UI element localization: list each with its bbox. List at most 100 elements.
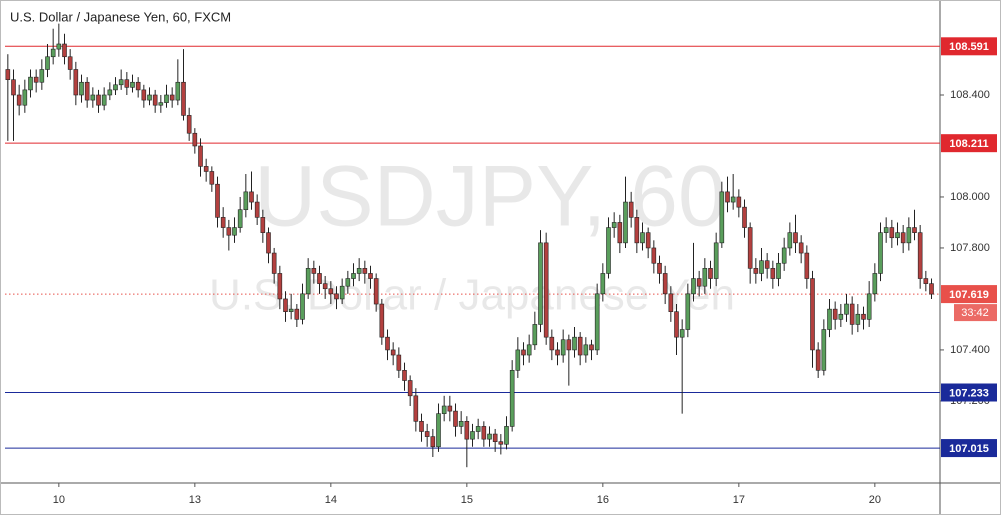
candle-body <box>798 242 804 254</box>
countdown-label: 33:42 <box>961 307 989 319</box>
candle-body <box>101 94 107 106</box>
level-price-box <box>941 134 997 153</box>
candle-body <box>583 344 589 356</box>
candle-body <box>107 89 113 96</box>
candle-body <box>300 293 305 320</box>
candle-body <box>226 227 232 236</box>
candle-body <box>481 426 487 440</box>
candle-body <box>923 278 929 284</box>
candle-body <box>260 217 266 233</box>
candle-body <box>50 48 56 58</box>
candle-body <box>79 81 84 96</box>
y-tick-label: 107.800 <box>950 242 990 254</box>
candle-body <box>623 201 628 244</box>
candle-body <box>736 196 742 208</box>
candle-body <box>906 227 912 244</box>
candle-body <box>351 273 356 279</box>
candle-body <box>96 94 101 106</box>
candle-body <box>549 336 555 351</box>
candle-body <box>266 232 271 254</box>
candle-body <box>147 94 152 101</box>
candle-body <box>73 69 79 96</box>
candle-body <box>84 81 90 101</box>
candle-body <box>368 273 373 279</box>
x-tick-label: 14 <box>325 494 337 506</box>
candle-body <box>436 413 441 448</box>
candle-body <box>861 313 866 320</box>
candle-body <box>181 81 186 116</box>
candle-body <box>16 94 22 106</box>
candle-body <box>470 431 475 440</box>
candle-body <box>487 433 492 440</box>
candle-body <box>453 410 458 427</box>
candle-body <box>203 166 209 172</box>
candle-body <box>708 268 713 279</box>
candle-body <box>804 252 810 279</box>
level-price-box <box>941 383 997 402</box>
candle-body <box>164 94 169 103</box>
candle-body <box>396 354 402 371</box>
level-price-label: 108.591 <box>949 41 989 53</box>
candle-body <box>305 268 311 295</box>
candle-body <box>770 268 776 279</box>
candle-body <box>917 232 923 279</box>
candle-body <box>402 370 407 381</box>
candle-body <box>317 273 322 284</box>
candle-body <box>532 324 538 346</box>
candle-body <box>855 313 861 325</box>
candle-body <box>566 339 572 351</box>
candle-body <box>781 247 787 264</box>
candle-body <box>419 421 424 432</box>
candle-body <box>62 43 67 58</box>
candle-body <box>832 308 838 320</box>
candle-body <box>589 344 594 351</box>
watermark: USDJPY, 60 <box>254 149 726 245</box>
x-tick-label: 13 <box>189 494 201 506</box>
candle-body <box>441 405 447 414</box>
candle-body <box>526 344 532 356</box>
candle-body <box>277 273 283 300</box>
candle-body <box>793 232 798 244</box>
candle-body <box>492 433 498 443</box>
candle-body <box>668 293 674 312</box>
candle-body <box>339 285 345 300</box>
candle-body <box>866 293 872 320</box>
level-price-label: 107.015 <box>949 443 989 455</box>
candle-body <box>606 227 611 274</box>
candle-body <box>322 283 328 290</box>
candle-body <box>883 227 889 233</box>
candle-body <box>362 268 368 274</box>
candle-body <box>33 76 39 83</box>
candle-body <box>747 227 753 269</box>
candle-body <box>555 349 560 356</box>
candle-body <box>776 262 781 279</box>
candle-body <box>640 232 645 244</box>
candle-body <box>611 222 617 228</box>
candle-body <box>504 426 509 445</box>
y-tick-label: 107.400 <box>950 344 990 356</box>
candle-body <box>685 293 691 330</box>
candle-body <box>209 171 215 185</box>
candle-body <box>787 232 793 249</box>
candle-body <box>141 89 147 101</box>
x-tick-label: 16 <box>597 494 609 506</box>
candle-body <box>169 94 175 101</box>
candle-body <box>271 252 277 274</box>
candle-body <box>413 395 419 422</box>
candle-body <box>713 242 719 279</box>
candle-body <box>39 69 45 83</box>
candle-body <box>889 227 895 239</box>
chart-title: U.S. Dollar / Japanese Yen, 60, FXCM <box>10 9 231 24</box>
candle-body <box>135 81 141 91</box>
candle-body <box>192 132 198 147</box>
candle-body <box>543 242 549 338</box>
candle-body <box>356 268 362 274</box>
candle-body <box>118 79 124 86</box>
candle-body <box>651 247 657 264</box>
candle-body <box>821 329 827 371</box>
candle-body <box>385 336 390 351</box>
x-tick-label: 17 <box>733 494 745 506</box>
candle-body <box>464 421 470 440</box>
candle-body <box>815 349 821 371</box>
